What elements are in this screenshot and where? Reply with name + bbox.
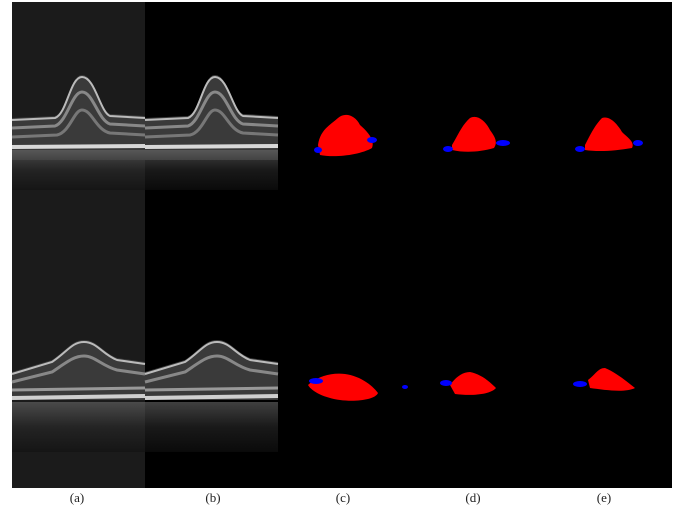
- panel-label: (e): [597, 490, 611, 505]
- panel-label: (c): [336, 490, 350, 505]
- panel-label: (d): [465, 490, 480, 505]
- panel-labels: (a) (b) (c) (d) (e): [70, 490, 611, 505]
- panel-label: (b): [205, 490, 220, 505]
- panel-label: (a): [70, 490, 84, 505]
- figure: (a) (b) (c) (d) (e): [0, 0, 676, 510]
